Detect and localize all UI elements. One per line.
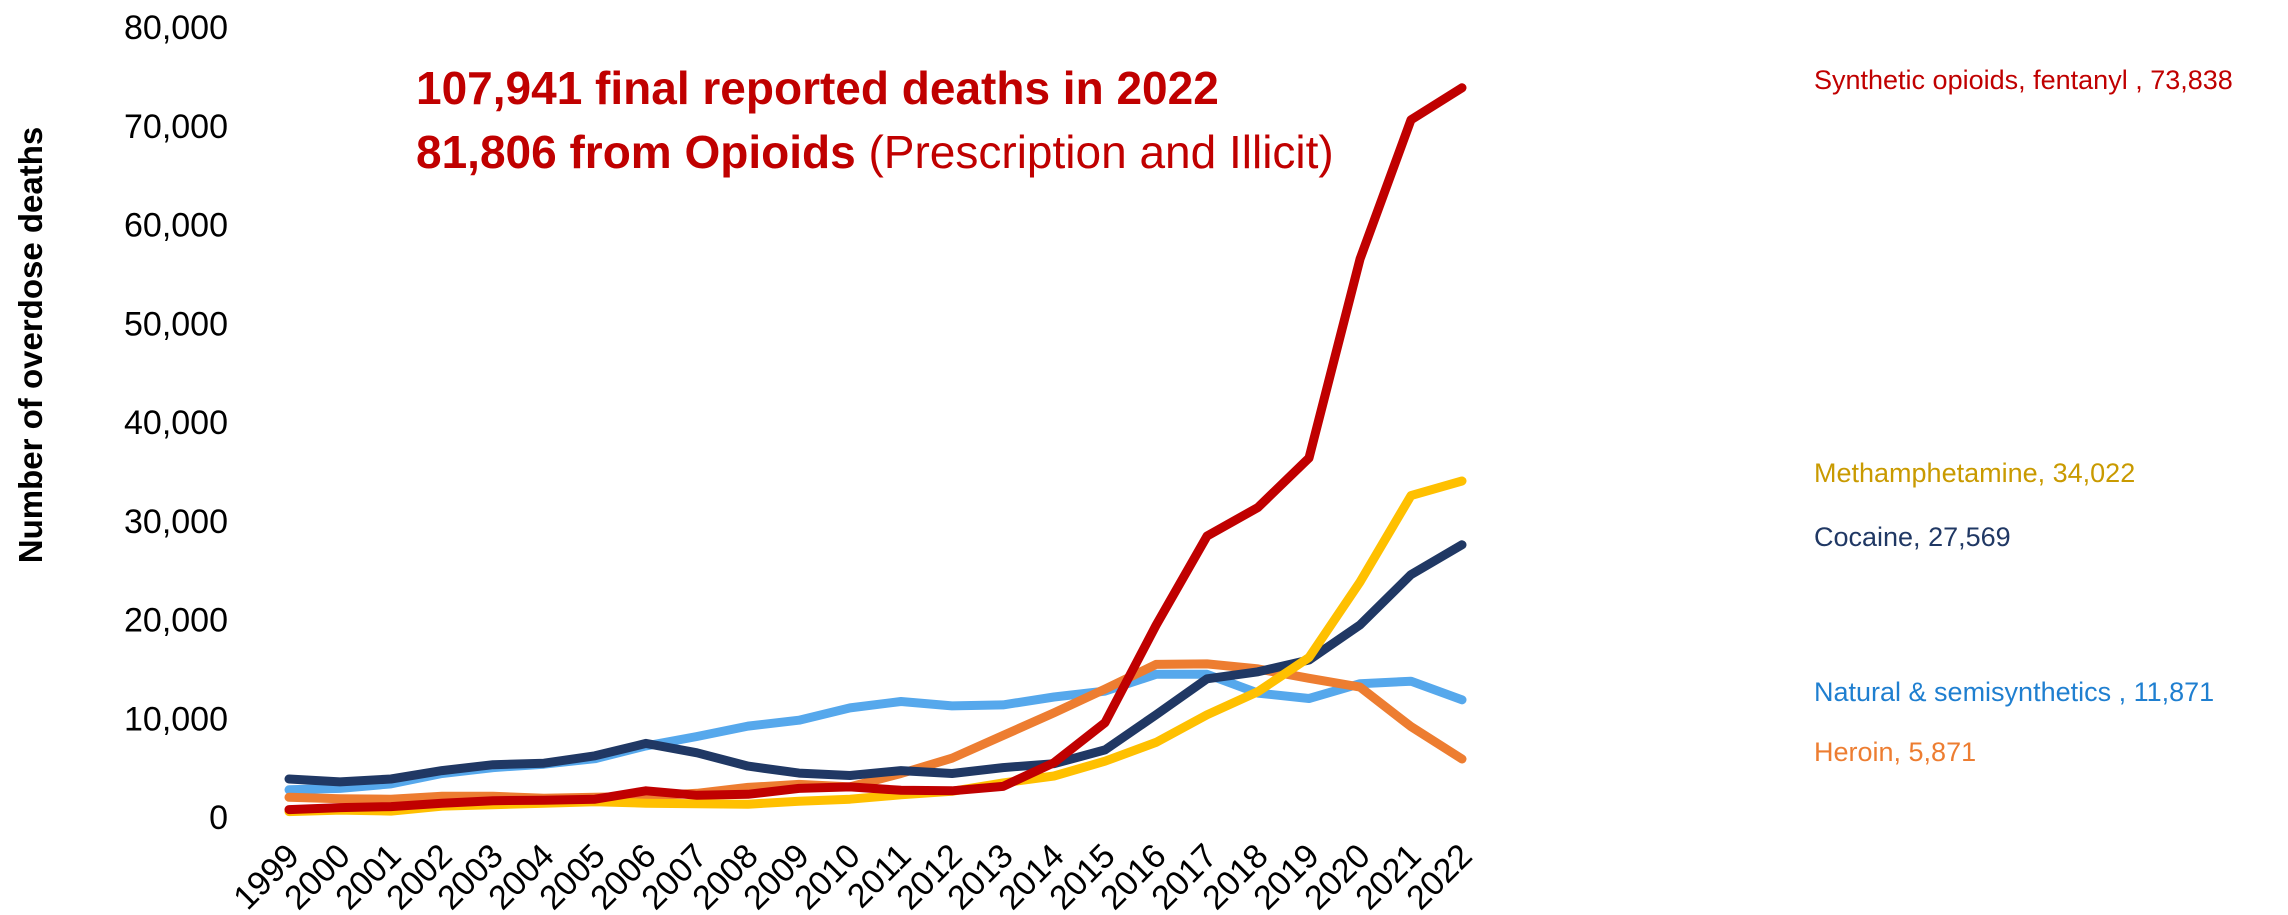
annotation-line-1: 107,941 final reported deaths in 2022	[416, 62, 1219, 114]
series-line-cocaine	[284, 540, 1467, 787]
annotation-line-2-rest: (Prescription and Illicit)	[856, 126, 1334, 178]
y-tick-label: 0	[209, 799, 228, 837]
series-end-label-natural-semisynthetics: Natural & semisynthetics , 11,871	[1814, 677, 2214, 707]
series-line-methamphetamine	[284, 476, 1467, 817]
y-axis-label: Number of overdose deaths	[12, 127, 49, 563]
y-tick-label: 40,000	[124, 404, 228, 442]
series-end-label-synthetic-opioids-fentanyl: Synthetic opioids, fentanyl , 73,838	[1814, 65, 2233, 95]
y-tick-label: 60,000	[124, 207, 228, 245]
series-end-label-cocaine: Cocaine, 27,569	[1814, 522, 2011, 552]
y-tick-label: 10,000	[124, 700, 228, 738]
y-tick-label: 50,000	[124, 305, 228, 343]
series-line-heroin	[284, 659, 1467, 804]
y-axis-label-group: Number of overdose deaths	[12, 127, 49, 563]
y-tick-label: 80,000	[124, 9, 228, 47]
y-tick-labels: 0 10,000 20,000 30,000 40,000 50,000 60,000 70,…	[124, 9, 228, 837]
series-end-labels: Natural & semisynthetics , 11,871 Heroin,…	[1814, 65, 2233, 767]
series-end-label-methamphetamine: Methamphetamine, 34,022	[1814, 458, 2135, 488]
x-tick-labels: 1999200020012002200320042005200620072008…	[226, 837, 1479, 915]
series-lines	[284, 83, 1467, 817]
y-tick-label: 20,000	[124, 602, 228, 640]
annotation: 107,941 final reported deaths in 2022 81…	[416, 62, 1334, 178]
series-end-label-heroin: Heroin, 5,871	[1814, 737, 1976, 767]
y-tick-label: 70,000	[124, 108, 228, 146]
annotation-line-2: 81,806 from Opioids (Prescription and Il…	[416, 126, 1334, 178]
y-tick-label: 30,000	[124, 503, 228, 541]
annotation-line-2-bold: 81,806 from Opioids	[416, 126, 856, 178]
series-line-synthetic-opioids-fentanyl	[284, 83, 1467, 815]
